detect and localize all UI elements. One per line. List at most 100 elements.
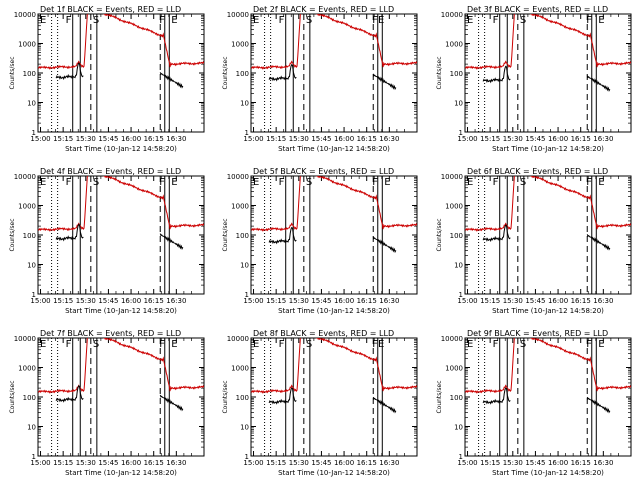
y-axis-label: Counts/sec [9, 380, 16, 413]
y-axis-label: Counts/sec [222, 56, 229, 89]
event-marker-label: F [279, 339, 285, 350]
event-marker-label: E [598, 177, 604, 188]
detector-plot-5: 1 10 100 1000 10000 15:00 15:15 15:30 15:45 16:00… [222, 167, 418, 315]
event-marker-label: F [493, 15, 499, 26]
x-tick-label: 15:30 [503, 459, 523, 467]
x-tick-label: 16:00 [548, 135, 568, 143]
x-tick-label: 15:00 [243, 297, 263, 305]
event-marker-label: F [279, 177, 285, 188]
detector-plot-2: 1 10 100 1000 10000 15:00 15:15 15:30 15:45 16:00… [222, 5, 418, 153]
x-tick-label: 16:00 [548, 297, 568, 305]
x-tick-label: 16:15 [571, 459, 591, 467]
y-tick-label: 1 [32, 291, 36, 299]
y-tick-label: 1000 [445, 203, 463, 211]
event-marker-label: E [598, 15, 604, 26]
x-tick-label: 16:00 [548, 459, 568, 467]
x-tick-label: 16:15 [357, 135, 377, 143]
x-tick-label: 15:30 [76, 135, 96, 143]
x-tick-label: 15:15 [53, 297, 73, 305]
event-marker-label: E [253, 15, 259, 26]
detector-plot-4: 1 10 100 1000 10000 15:00 15:15 15:30 15:45 16:00… [9, 167, 205, 315]
y-tick-label: 1 [459, 129, 463, 137]
event-marker-label: E [467, 177, 473, 188]
y-tick-label: 100 [450, 232, 463, 240]
x-tick-label: 15:30 [76, 297, 96, 305]
y-tick-label: 10000 [14, 173, 36, 181]
x-axis-label: Start Time (10-Jan-12 14:58:20) [278, 307, 390, 315]
lld-series-line [38, 176, 204, 232]
events-series-line [268, 63, 297, 82]
y-tick-label: 1000 [231, 41, 249, 49]
plot-title: Det 1f BLACK = Events, RED = LLD [40, 5, 181, 14]
x-tick-label: 15:00 [30, 459, 50, 467]
plot-title: Det 2f BLACK = Events, RED = LLD [253, 5, 394, 14]
y-tick-label: 1 [245, 129, 249, 137]
y-tick-label: 100 [450, 70, 463, 78]
x-tick-label: 15:00 [30, 297, 50, 305]
y-tick-label: 100 [236, 394, 249, 402]
event-marker-label: S [520, 339, 526, 350]
lld-series-line [251, 176, 417, 232]
lld-series-line [38, 338, 204, 394]
x-tick-label: 16:00 [334, 135, 354, 143]
plot-frame [464, 13, 632, 133]
x-axis-label: Start Time (10-Jan-12 14:58:20) [65, 307, 177, 315]
y-tick-label: 1000 [18, 41, 36, 49]
plot-frame [464, 175, 632, 295]
event-marker-label: F [66, 15, 72, 26]
events-series-line-2 [159, 72, 184, 89]
event-marker-label: E [384, 177, 390, 188]
detector-plot-1: 1 10 100 1000 10000 15:00 15:15 15:30 15:45 16:00… [9, 5, 205, 153]
event-marker-label: FE [372, 339, 384, 350]
event-marker-label: E [253, 177, 259, 188]
y-tick-label: 1000 [445, 365, 463, 373]
plot-frame [250, 175, 418, 295]
y-tick-label: 10 [27, 424, 36, 432]
detector-plot-8: 1 10 100 1000 10000 15:00 15:15 15:30 15:45 16:00… [222, 329, 418, 477]
events-series-line-2 [586, 234, 611, 251]
event-marker-label: F [159, 177, 165, 188]
event-marker-label: F [586, 15, 592, 26]
event-marker-label: S [306, 339, 312, 350]
plot-frame [464, 337, 632, 457]
x-axis-label: Start Time (10-Jan-12 14:58:20) [65, 469, 177, 477]
x-tick-label: 15:15 [266, 297, 286, 305]
plot-area [251, 176, 417, 294]
x-tick-label: 16:00 [121, 459, 141, 467]
x-tick-label: 15:45 [525, 297, 545, 305]
event-marker-label: E [171, 339, 177, 350]
events-series-line [482, 224, 511, 243]
plot-area [38, 338, 204, 456]
x-tick-label: 15:45 [525, 135, 545, 143]
y-axis-label: Counts/sec [222, 380, 229, 413]
plot-area [465, 14, 631, 132]
y-tick-label: 1 [459, 453, 463, 461]
event-marker-label: S [520, 15, 526, 26]
y-tick-label: 100 [23, 70, 36, 78]
y-tick-label: 1000 [231, 203, 249, 211]
detector-plot-7: 1 10 100 1000 10000 15:00 15:15 15:30 15:45 16:00… [9, 329, 205, 477]
event-marker-label: F [66, 339, 72, 350]
x-tick-label: 15:15 [480, 459, 500, 467]
event-marker-label: E [171, 177, 177, 188]
plot-area [251, 14, 417, 132]
x-tick-label: 16:15 [144, 135, 164, 143]
plot-area [38, 176, 204, 294]
y-tick-label: 100 [236, 232, 249, 240]
x-tick-label: 15:15 [266, 135, 286, 143]
x-tick-label: 16:15 [357, 297, 377, 305]
y-tick-label: 10 [454, 262, 463, 270]
y-axis-label: Counts/sec [222, 218, 229, 251]
y-tick-label: 10 [240, 100, 249, 108]
event-marker-label: F [372, 177, 378, 188]
x-tick-label: 16:30 [593, 135, 613, 143]
x-tick-label: 15:00 [457, 135, 477, 143]
lld-series-line [38, 14, 204, 70]
y-tick-label: 100 [23, 232, 36, 240]
x-tick-label: 15:45 [98, 459, 118, 467]
plot-frame [250, 13, 418, 133]
event-marker-label: F [586, 177, 592, 188]
y-tick-label: 1000 [18, 203, 36, 211]
x-axis-label: Start Time (10-Jan-12 14:58:20) [492, 469, 604, 477]
x-tick-label: 15:00 [243, 135, 263, 143]
